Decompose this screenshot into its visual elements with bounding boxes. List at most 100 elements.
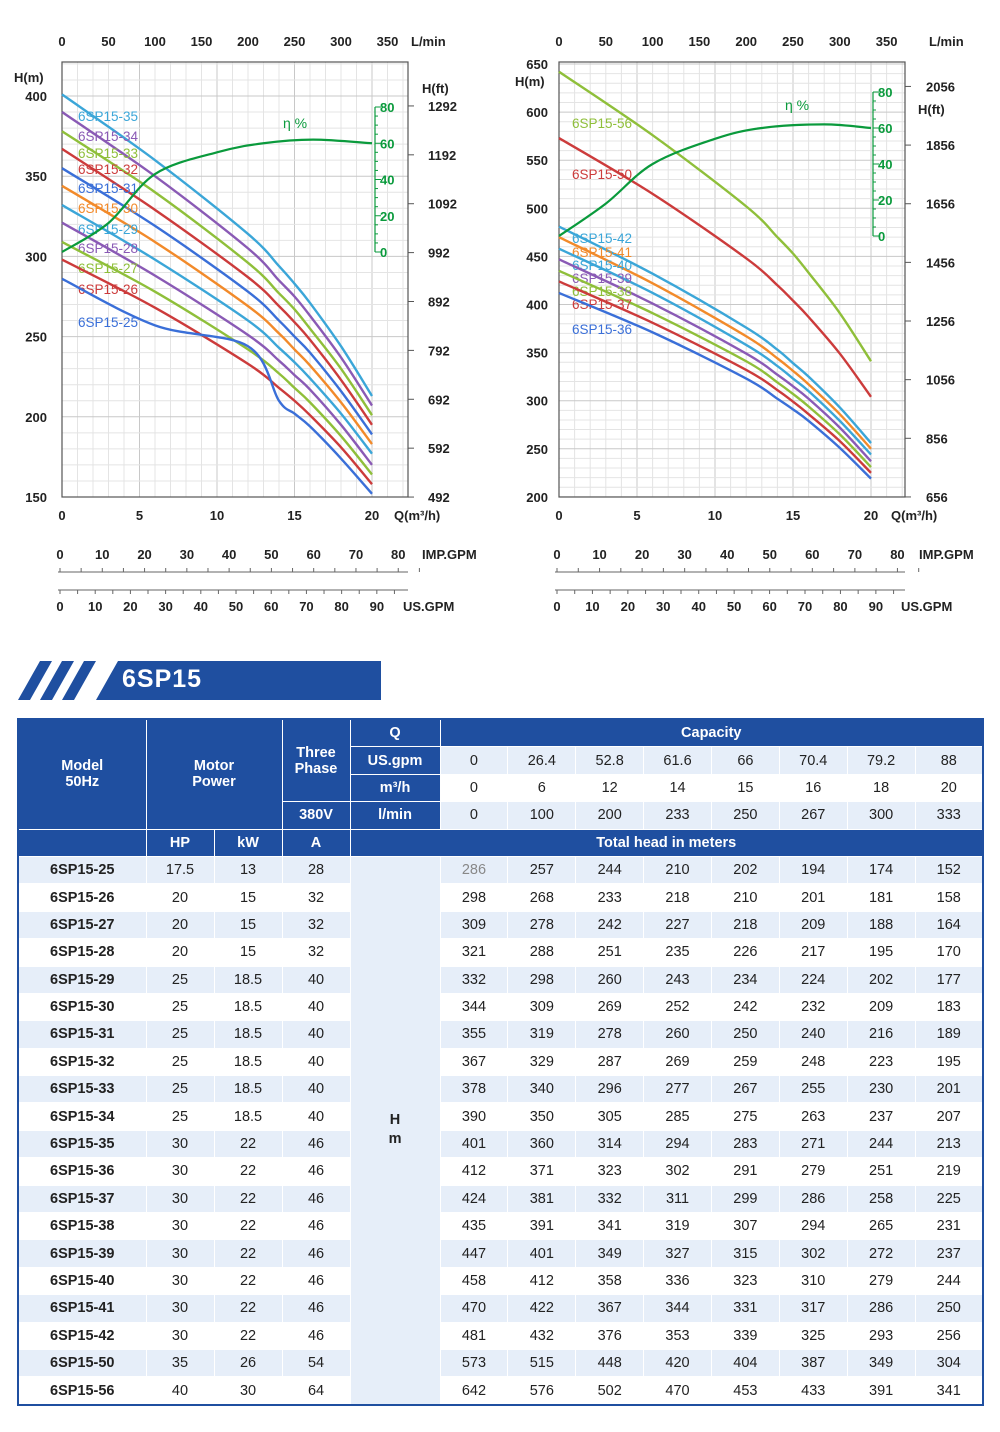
x-tick-label: 5 [136, 508, 143, 523]
model-cell: 6SP15-27 [17, 910, 147, 940]
head-value: 218 [643, 883, 712, 912]
hp-cell: 30 [145, 1239, 215, 1268]
us-tick-label: 0 [553, 599, 560, 614]
head-value: 202 [846, 965, 916, 994]
head-value: 321 [439, 938, 509, 967]
curve-label-6SP15-33: 6SP15-33 [78, 146, 138, 161]
x-tick-label: 15 [786, 508, 800, 523]
head-value: 367 [439, 1047, 509, 1077]
head-value: 642 [439, 1376, 509, 1406]
head-value: 233 [575, 883, 645, 912]
head-value: 309 [507, 992, 577, 1022]
amp-cell: 54 [281, 1348, 351, 1378]
head-value: 453 [710, 1376, 780, 1406]
curve-label-6SP15-26: 6SP15-26 [78, 282, 138, 297]
hp-cell: 20 [145, 883, 215, 912]
efficiency-tick-label: 0 [380, 245, 387, 260]
header-line: 50Hz [65, 774, 100, 791]
us-tick-label: 30 [158, 599, 172, 614]
efficiency-label: η % [785, 97, 809, 113]
head-value: 302 [778, 1239, 848, 1268]
us-unit-label: US.GPM [901, 599, 952, 614]
head-value: 231 [914, 1212, 984, 1241]
imp-tick-label: 0 [553, 547, 560, 562]
top-axis-unit: L/min [411, 34, 446, 49]
head-value: 390 [439, 1102, 509, 1131]
head-value: 391 [846, 1376, 916, 1406]
head-value: 259 [710, 1047, 780, 1077]
right-tick-label: 692 [428, 392, 450, 407]
head-value: 412 [439, 1157, 509, 1186]
curve-6SP15-40 [558, 247, 872, 456]
right-tick-label: 1256 [926, 314, 955, 329]
curve-6SP15-50 [558, 137, 872, 398]
top-tick-label: 200 [735, 34, 757, 49]
head-value: 325 [778, 1321, 848, 1350]
hp-cell: 40 [145, 1376, 215, 1406]
head-value: 251 [575, 938, 645, 967]
kw-cell: 30 [213, 1376, 283, 1406]
head-value: 242 [575, 910, 645, 940]
head-value: 448 [575, 1348, 645, 1378]
flow-unit: l/min [349, 801, 441, 830]
kw-cell: 22 [213, 1266, 283, 1296]
head-value: 319 [643, 1212, 712, 1241]
top-tick-label: 0 [555, 34, 562, 49]
head-value: 412 [507, 1266, 577, 1296]
head-value: 573 [439, 1348, 509, 1378]
series-banner [18, 661, 381, 700]
kw-cell: 22 [213, 1321, 283, 1350]
right-tick-label: 1292 [428, 99, 457, 114]
amp-cell: 46 [281, 1321, 351, 1350]
amp-cell: 32 [281, 883, 351, 912]
amp-cell: 46 [281, 1294, 351, 1323]
flow-row: US.gpm 0 26.4 52.8 61.6 66 70.4 79.2 88 [18, 746, 984, 775]
head-value: 188 [846, 910, 916, 940]
head-value: 360 [507, 1129, 577, 1159]
kw-cell: 15 [213, 910, 283, 940]
flow-value: 233 [643, 801, 712, 830]
model-cell: 6SP15-40 [17, 1266, 147, 1296]
imp-tick-label: 70 [848, 547, 862, 562]
head-value: 237 [846, 1102, 916, 1131]
head-value: 302 [643, 1157, 712, 1186]
head-value: 376 [575, 1321, 645, 1350]
header-line: Three [296, 744, 336, 761]
y-tick-label: 250 [25, 330, 47, 345]
head-value: 340 [507, 1075, 577, 1104]
curve-6SP15-56 [558, 70, 873, 362]
curve-label-6SP15-25: 6SP15-25 [78, 315, 138, 330]
amp-cell: 40 [281, 1020, 351, 1049]
head-value: 224 [778, 965, 848, 994]
head-value: 242 [710, 992, 780, 1022]
imp-tick-label: 0 [56, 547, 63, 562]
hp-cell: 25 [145, 1075, 215, 1104]
head-value: 252 [643, 992, 712, 1022]
amp-cell: 46 [281, 1157, 351, 1186]
model-cell: 6SP15-56 [17, 1376, 147, 1406]
imp-tick-label: 80 [391, 547, 405, 562]
head-value: 341 [575, 1212, 645, 1241]
hp-cell: 30 [145, 1129, 215, 1159]
us-tick-label: 20 [123, 599, 137, 614]
hp-cell: 30 [145, 1321, 215, 1350]
head-value: 209 [778, 910, 848, 940]
imp-unit-label: IMP.GPM [919, 547, 974, 562]
curve-6SP15-39 [558, 258, 872, 463]
curve-6SP15-26 [61, 258, 373, 485]
curve-label-6SP15-37: 6SP15-37 [572, 297, 632, 312]
flow-value: 61.6 [643, 746, 712, 775]
head-value: 271 [778, 1129, 848, 1159]
table-row: 6SP15-41 30 22 46 470 422 367 344 331 317 286 250 [17, 1294, 984, 1323]
table-row: 6SP15-32 25 18.5 40 367 329 287 269 259 248 223 195 [17, 1047, 984, 1077]
y-tick-label: 350 [25, 169, 47, 184]
amp-cell: 32 [281, 910, 351, 940]
head-value: 307 [710, 1212, 780, 1241]
head-value: 250 [914, 1294, 984, 1323]
head-value: 323 [575, 1157, 645, 1186]
head-value: 287 [575, 1047, 645, 1077]
us-tick-label: 90 [370, 599, 384, 614]
model-cell: 6SP15-42 [17, 1321, 147, 1350]
kw-cell: 18.5 [213, 965, 283, 994]
